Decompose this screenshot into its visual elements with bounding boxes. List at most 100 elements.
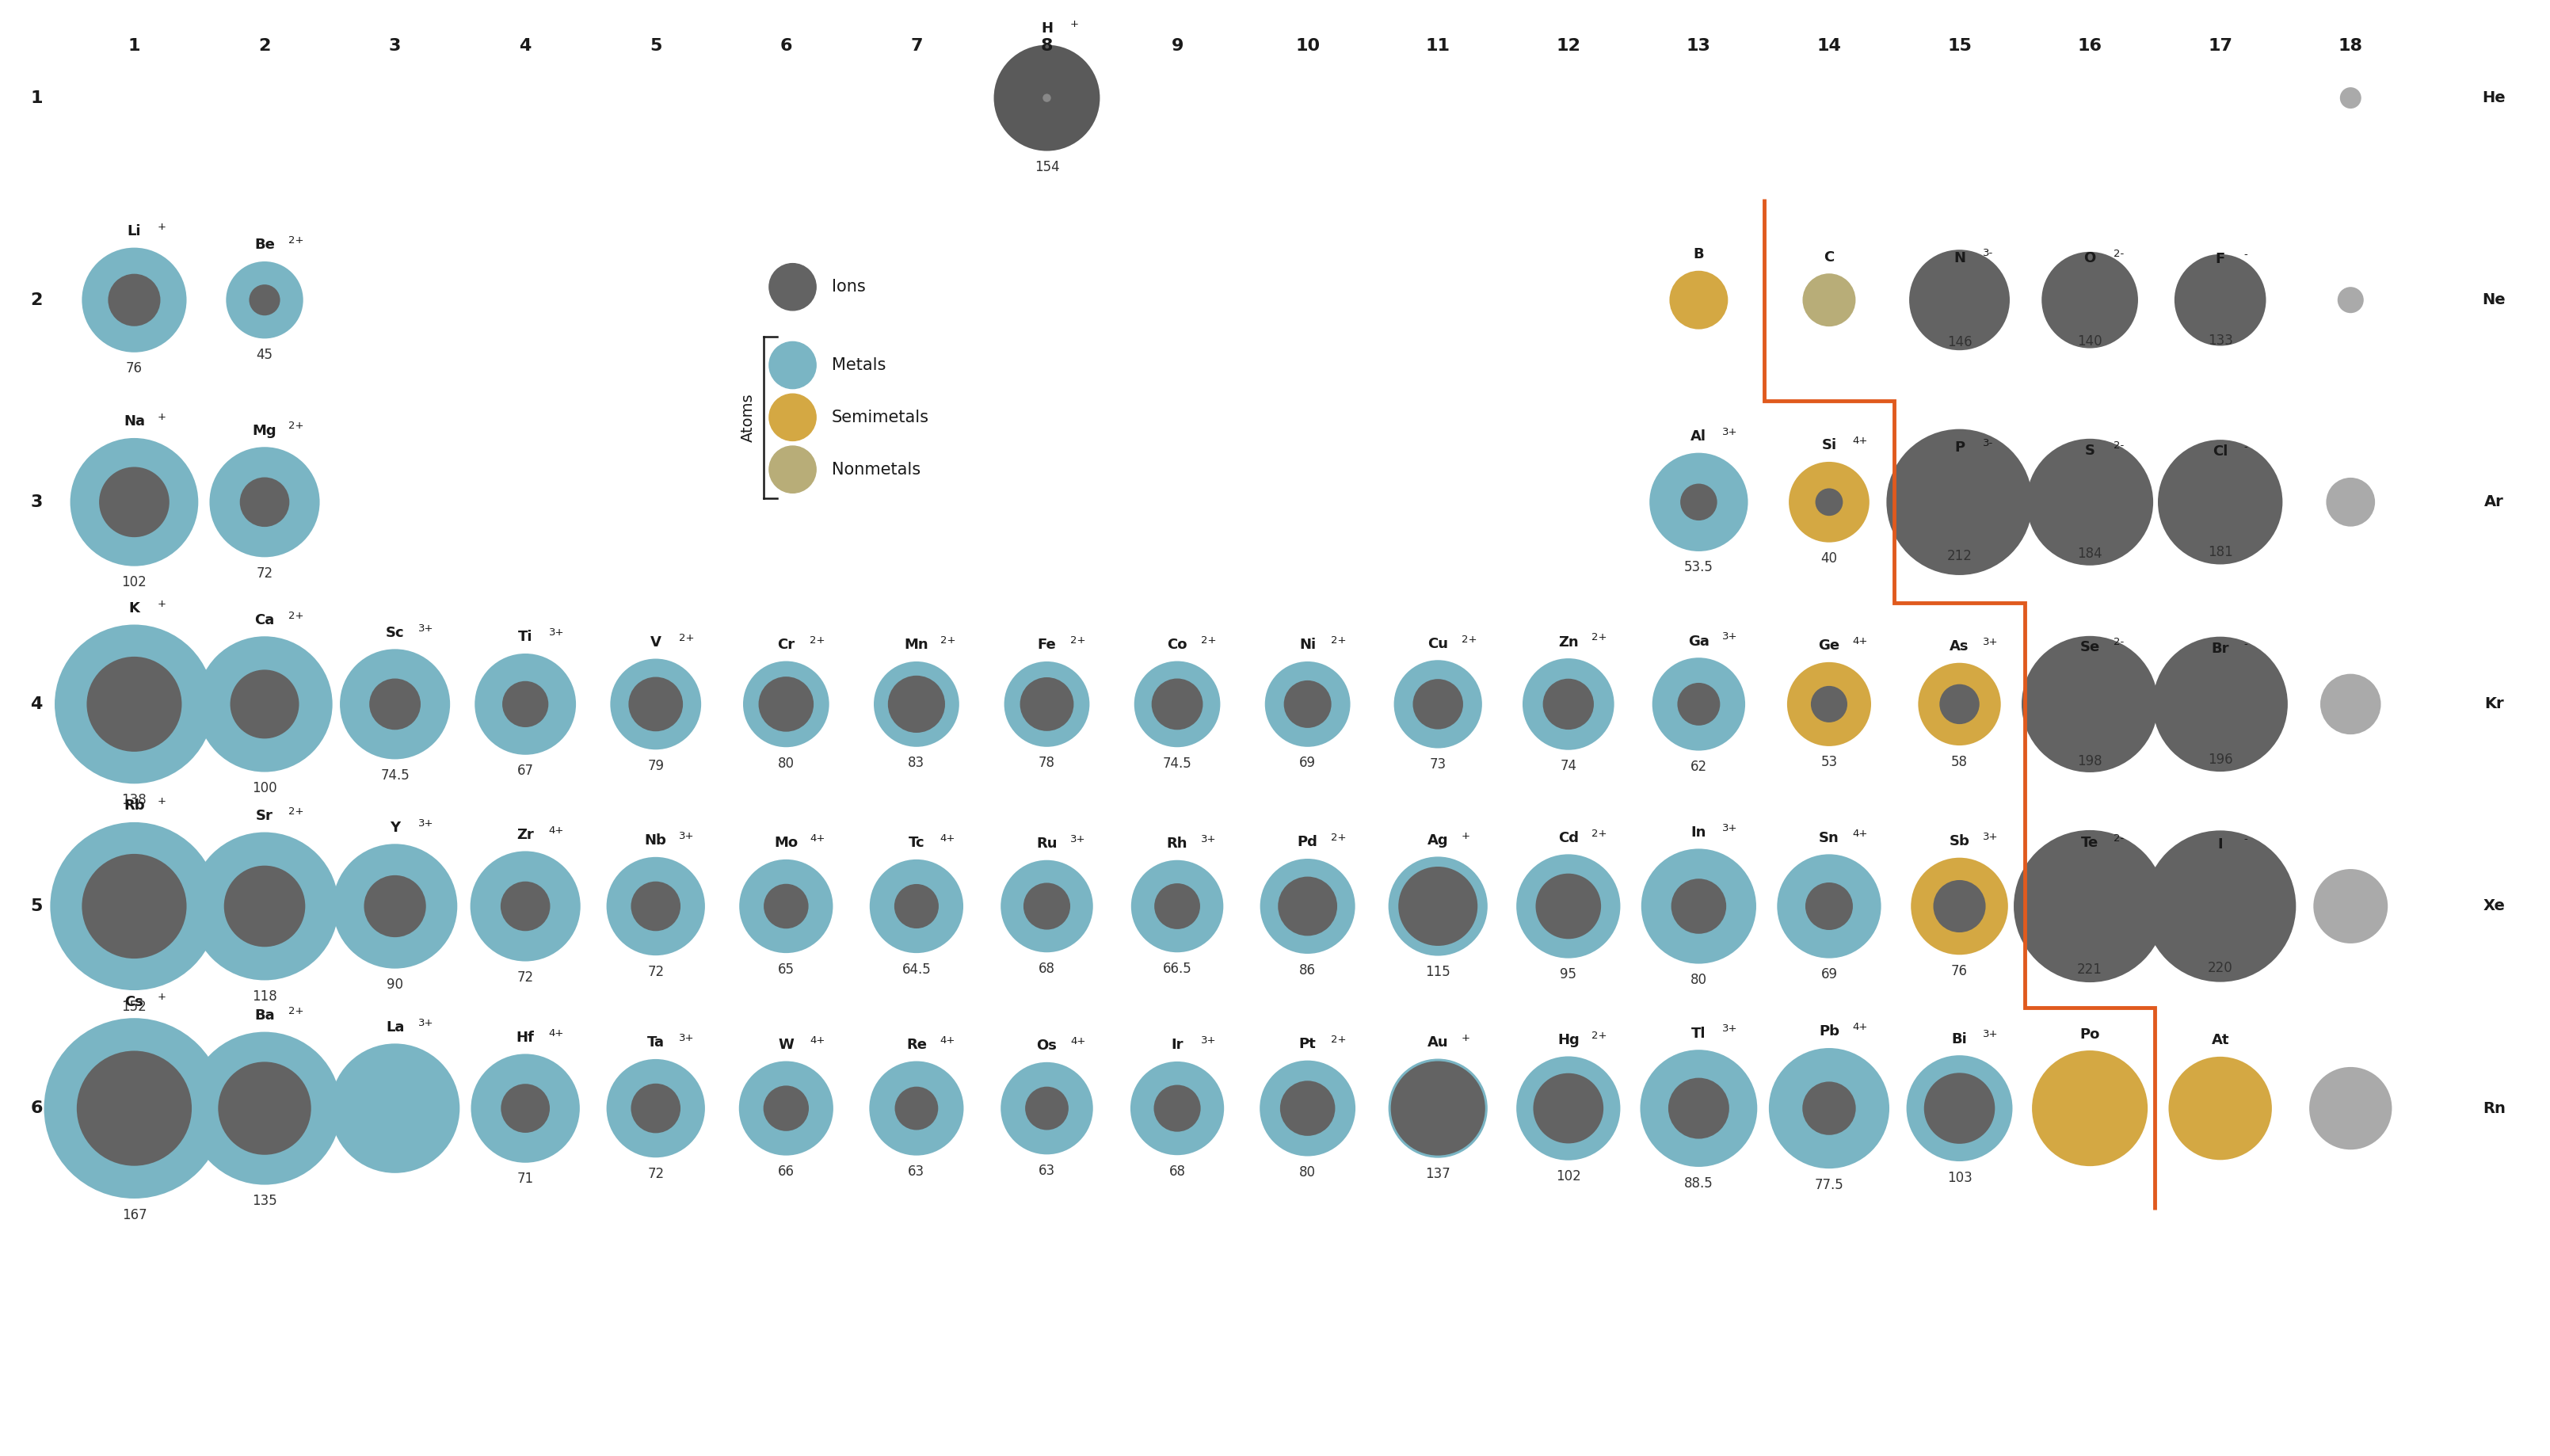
Circle shape: [1043, 93, 1051, 102]
Text: Semimetals: Semimetals: [831, 409, 928, 425]
Circle shape: [1387, 856, 1487, 955]
Text: 3+: 3+: [1721, 823, 1737, 833]
Circle shape: [224, 866, 306, 946]
Circle shape: [1533, 1073, 1604, 1143]
Text: Os: Os: [1038, 1038, 1058, 1053]
Circle shape: [627, 677, 683, 731]
Circle shape: [1395, 660, 1482, 748]
Text: Ga: Ga: [1688, 635, 1708, 648]
Circle shape: [2157, 440, 2282, 565]
Text: Sc: Sc: [385, 626, 405, 641]
Text: 115: 115: [1425, 965, 1451, 980]
Circle shape: [740, 859, 834, 954]
Text: 135: 135: [252, 1194, 278, 1208]
Circle shape: [1668, 1077, 1729, 1139]
Text: -: -: [2244, 639, 2247, 649]
Text: 15: 15: [1948, 38, 1971, 54]
Circle shape: [370, 678, 421, 729]
Text: 100: 100: [252, 780, 278, 795]
Text: He: He: [2481, 90, 2507, 105]
Circle shape: [994, 45, 1099, 151]
Text: +: +: [158, 412, 166, 422]
Circle shape: [2027, 438, 2152, 565]
Text: Ta: Ta: [648, 1035, 666, 1050]
Circle shape: [1923, 464, 1997, 540]
Circle shape: [2175, 255, 2267, 347]
Text: 167: 167: [122, 1207, 148, 1222]
Circle shape: [2313, 869, 2387, 943]
Circle shape: [1000, 860, 1094, 952]
Text: Fe: Fe: [1038, 638, 1056, 652]
Circle shape: [607, 1059, 704, 1158]
Circle shape: [1023, 882, 1071, 929]
Circle shape: [1803, 1082, 1856, 1136]
Text: +: +: [158, 221, 166, 232]
Text: 10: 10: [1295, 38, 1321, 54]
Text: Na: Na: [122, 415, 145, 430]
Circle shape: [474, 654, 576, 754]
Text: 68: 68: [1168, 1165, 1186, 1178]
Text: +: +: [1461, 1032, 1471, 1042]
Text: Cr: Cr: [778, 638, 796, 652]
Text: 79: 79: [648, 759, 663, 773]
Circle shape: [1887, 430, 2032, 575]
Text: Hf: Hf: [515, 1031, 536, 1045]
Text: 1: 1: [128, 38, 140, 54]
Text: Sn: Sn: [1818, 831, 1839, 844]
Text: +: +: [158, 992, 166, 1002]
Text: +: +: [158, 796, 166, 807]
Circle shape: [1918, 662, 2002, 745]
Text: -: -: [2244, 443, 2247, 453]
Text: 3+: 3+: [418, 623, 434, 633]
Circle shape: [1130, 1061, 1224, 1155]
Circle shape: [2168, 1057, 2272, 1160]
Text: 4+: 4+: [548, 1028, 564, 1038]
Text: Bi: Bi: [1951, 1032, 1966, 1047]
Text: 4+: 4+: [1851, 636, 1869, 646]
Text: Rb: Rb: [125, 799, 145, 812]
Text: Sb: Sb: [1948, 834, 1969, 849]
Text: Ti: Ti: [518, 630, 533, 645]
Text: Tc: Tc: [908, 836, 926, 850]
Text: 4+: 4+: [941, 833, 956, 844]
Text: 14: 14: [1816, 38, 1841, 54]
Circle shape: [191, 833, 339, 980]
Circle shape: [770, 264, 816, 310]
Circle shape: [1280, 1080, 1336, 1136]
Text: 3+: 3+: [1984, 831, 1999, 842]
Text: 72: 72: [648, 1166, 663, 1181]
Circle shape: [895, 1086, 938, 1130]
Circle shape: [1397, 866, 1476, 946]
Circle shape: [469, 852, 581, 961]
Circle shape: [76, 1051, 191, 1166]
Text: 53: 53: [1821, 756, 1839, 770]
Text: 152: 152: [122, 999, 148, 1013]
Text: 4+: 4+: [808, 833, 824, 844]
Text: La: La: [385, 1021, 405, 1034]
Text: 3+: 3+: [678, 1034, 694, 1044]
Text: Pd: Pd: [1298, 836, 1318, 850]
Text: Sr: Sr: [255, 808, 273, 823]
Circle shape: [770, 342, 816, 389]
Circle shape: [1933, 274, 1986, 326]
Circle shape: [500, 881, 551, 930]
Circle shape: [1680, 483, 1716, 520]
Text: 4+: 4+: [548, 826, 564, 836]
Text: 8: 8: [1040, 38, 1053, 54]
Text: 2+: 2+: [1331, 833, 1346, 843]
Text: +: +: [158, 598, 166, 609]
Circle shape: [1153, 1085, 1201, 1131]
Circle shape: [2022, 636, 2157, 772]
Text: Te: Te: [2081, 836, 2099, 850]
Circle shape: [1517, 1056, 1619, 1160]
Circle shape: [99, 467, 168, 537]
Circle shape: [2032, 1050, 2147, 1166]
Text: Ne: Ne: [2481, 293, 2507, 307]
Text: 3+: 3+: [548, 628, 564, 638]
Text: 2: 2: [31, 293, 43, 307]
Circle shape: [1652, 658, 1744, 751]
Text: F: F: [2216, 252, 2226, 266]
Text: 2+: 2+: [288, 1006, 303, 1016]
Text: Ba: Ba: [255, 1009, 275, 1022]
Text: 17: 17: [2208, 38, 2231, 54]
